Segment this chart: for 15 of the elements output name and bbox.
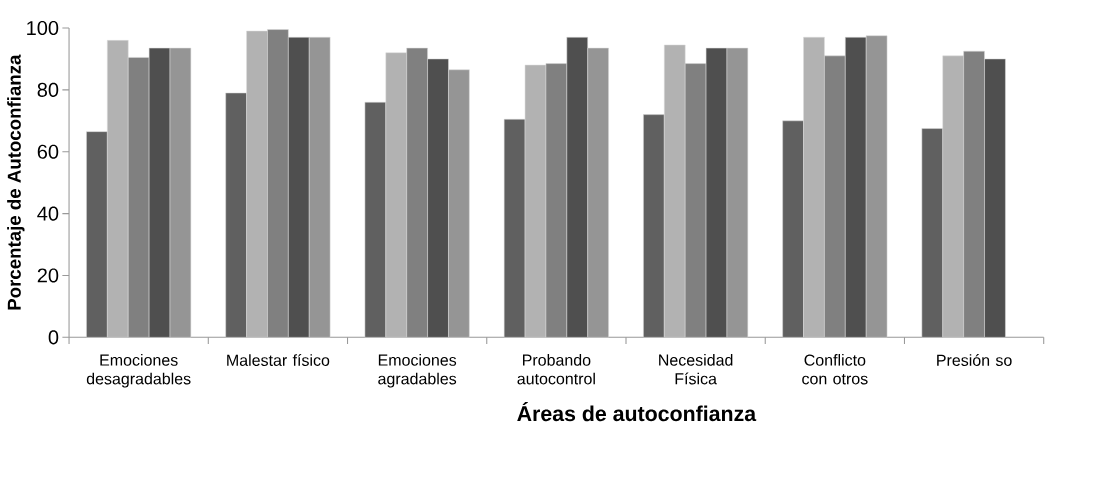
- x-tick-label: Necesidad Física: [659, 354, 733, 385]
- y-tick-label: 20: [37, 268, 59, 283]
- x-tick-label: Emociones desagradables: [86, 354, 191, 388]
- y-tick-label: 80: [37, 82, 59, 97]
- y-tick-label: 100: [27, 20, 59, 36]
- y-tick-label: 0: [48, 330, 59, 345]
- x-tick-label: Conflicto con otros: [802, 354, 868, 385]
- x-axis-title: Áreas de autoconfianza: [517, 402, 757, 422]
- x-tick-label: Probando autocontrol: [517, 354, 595, 385]
- y-tick-label: 60: [37, 144, 59, 159]
- x-tick-label: Emociones agradables: [378, 354, 457, 388]
- x-tick-label: Presión so: [937, 354, 1012, 366]
- x-tick-label: Malestar físico: [227, 354, 330, 366]
- y-tick-label: 40: [37, 206, 59, 221]
- y-axis-title: Porcentaje de Autoconfianza: [7, 54, 25, 310]
